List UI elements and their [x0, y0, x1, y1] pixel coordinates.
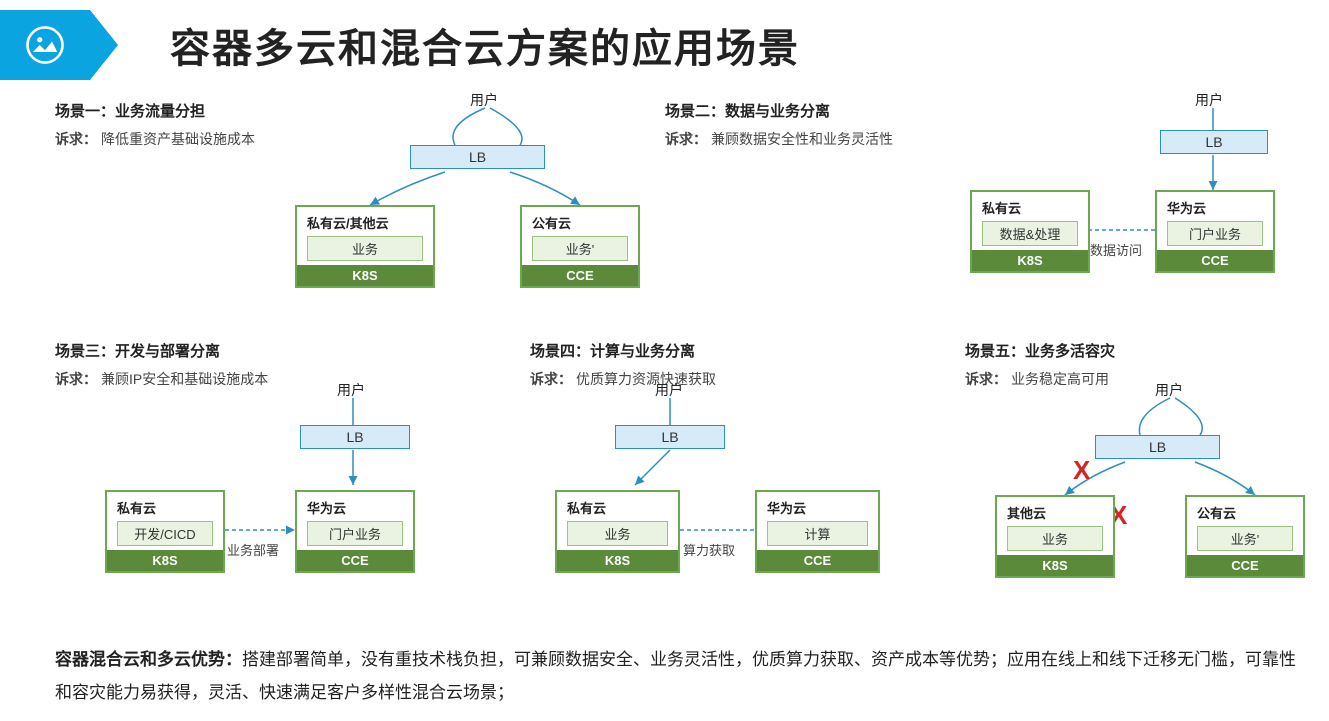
scenario-5-diagram: 用户 LB X X 其他云 业务 K8S 公有云 业务' CCE: [985, 380, 1325, 600]
inner-platform: K8S: [997, 555, 1113, 576]
slide-title: 容器多云和混合云方案的应用场景: [170, 16, 800, 74]
cloud-title: 公有云: [1197, 503, 1293, 522]
header-icon-badge: [0, 10, 90, 80]
lb-text: LB: [661, 429, 678, 445]
scenario-1-right-box: 公有云 业务' CCE: [520, 205, 640, 288]
scenarios-grid: 场景一：业务流量分担 诉求：降低重资产基础设施成本 用户 LB 私有云/其他云 …: [0, 90, 1329, 630]
scenario-5-right-box: 公有云 业务' CCE: [1185, 495, 1305, 578]
cloud-title: 公有云: [532, 213, 628, 232]
inner-service: 数据&处理: [982, 221, 1078, 246]
scenario-4-diagram: 用户 LB 私有云 业务 K8S 算力获取 华为云 计算 CCE: [555, 380, 915, 600]
scenario-3-title: 场景三：开发与部署分离: [55, 340, 268, 361]
demand-label: 诉求：: [665, 131, 707, 147]
inner-service: 业务': [1197, 526, 1293, 551]
scenario-4-right-box: 华为云 计算 CCE: [755, 490, 880, 573]
scenario-2-left-box: 私有云 数据&处理 K8S: [970, 190, 1090, 273]
inner-platform: CCE: [522, 265, 638, 286]
inner-service: 业务: [1007, 526, 1103, 551]
footer-label: 容器混合云和多云优势：: [55, 650, 242, 669]
inner-service: 开发/CICD: [117, 521, 213, 546]
scenario-3-mid-label: 业务部署: [227, 540, 279, 559]
cloud-title: 华为云: [1167, 198, 1263, 217]
footer-summary: 容器混合云和多云优势：搭建部署简单，没有重技术栈负担，可兼顾数据安全、业务灵活性…: [55, 644, 1299, 709]
inner-service: 门户业务: [307, 521, 403, 546]
scenario-1-demand: 诉求：降低重资产基础设施成本: [55, 129, 255, 149]
cloud-title: 华为云: [307, 498, 403, 517]
scenario-3-right-box: 华为云 门户业务 CCE: [295, 490, 415, 573]
image-icon: [24, 24, 66, 66]
lb-box: LB: [1160, 130, 1268, 154]
cloud-title: 其他云: [1007, 503, 1103, 522]
inner-service: 业务: [307, 236, 423, 261]
inner-platform: K8S: [107, 550, 223, 571]
user-label: 用户: [337, 380, 365, 400]
scenario-4-left-box: 私有云 业务 K8S: [555, 490, 680, 573]
cloud-title: 私有云: [982, 198, 1078, 217]
scenario-3-left-box: 私有云 开发/CICD K8S: [105, 490, 225, 573]
lb-box: LB: [1095, 435, 1220, 459]
inner-platform: K8S: [297, 265, 433, 286]
cloud-title: 私有云/其他云: [307, 213, 423, 232]
inner-platform: CCE: [297, 550, 413, 571]
scenario-1-diagram: 用户 LB 私有云/其他云 业务 K8S 公有云 业务' CCE: [295, 90, 655, 300]
scenario-2: 场景二：数据与业务分离 诉求：兼顾数据安全性和业务灵活性: [665, 100, 893, 149]
lb-box: LB: [300, 425, 410, 449]
user-label: 用户: [470, 90, 498, 110]
cloud-title: 私有云: [117, 498, 213, 517]
user-label: 用户: [1155, 380, 1183, 400]
scenario-2-title: 场景二：数据与业务分离: [665, 100, 893, 121]
inner-platform: K8S: [972, 250, 1088, 271]
scenario-2-diagram: 用户 LB 私有云 数据&处理 K8S 数据访问 华为云 门户业务 CCE: [970, 90, 1310, 300]
cloud-title: 华为云: [767, 498, 868, 517]
scenario-3-diagram: 用户 LB 私有云 开发/CICD K8S 业务部署 华为云 门户业务 CCE: [105, 380, 465, 600]
scenario-2-demand: 诉求：兼顾数据安全性和业务灵活性: [665, 129, 893, 149]
lb-text: LB: [1149, 439, 1166, 455]
inner-service: 计算: [767, 521, 868, 546]
inner-service: 业务': [532, 236, 628, 261]
inner-platform: CCE: [757, 550, 878, 571]
footer-text: 搭建部署简单，没有重技术栈负担，可兼顾数据安全、业务灵活性，优质算力获取、资产成…: [55, 650, 1296, 701]
scenario-1: 场景一：业务流量分担 诉求：降低重资产基础设施成本: [55, 100, 255, 149]
scenario-4-mid-label: 算力获取: [683, 540, 735, 559]
scenario-2-right-box: 华为云 门户业务 CCE: [1155, 190, 1275, 273]
lb-text: LB: [1205, 134, 1222, 150]
inner-platform: CCE: [1187, 555, 1303, 576]
user-label: 用户: [655, 380, 683, 400]
scenario-2-demand-text: 兼顾数据安全性和业务灵活性: [711, 131, 893, 147]
scenario-1-demand-text: 降低重资产基础设施成本: [101, 131, 255, 147]
scenario-5-left-box: 其他云 业务 K8S: [995, 495, 1115, 578]
scenario-1-title: 场景一：业务流量分担: [55, 100, 255, 121]
scenario-1-left-box: 私有云/其他云 业务 K8S: [295, 205, 435, 288]
scenario-2-mid-label: 数据访问: [1090, 240, 1142, 259]
demand-label: 诉求：: [55, 371, 97, 387]
scenario-4-title: 场景四：计算与业务分离: [530, 340, 716, 361]
slide-header: 容器多云和混合云方案的应用场景: [0, 0, 1329, 90]
inner-platform: K8S: [557, 550, 678, 571]
lb-box: LB: [410, 145, 545, 169]
inner-service: 门户业务: [1167, 221, 1263, 246]
demand-label: 诉求：: [55, 131, 97, 147]
lb-text: LB: [346, 429, 363, 445]
inner-service: 业务: [567, 521, 668, 546]
cloud-title: 私有云: [567, 498, 668, 517]
user-label: 用户: [1195, 90, 1223, 110]
scenario-5-title: 场景五：业务多活容灾: [965, 340, 1115, 361]
failover-x-icon: X: [1073, 455, 1090, 486]
lb-text: LB: [469, 149, 486, 165]
inner-platform: CCE: [1157, 250, 1273, 271]
lb-box: LB: [615, 425, 725, 449]
